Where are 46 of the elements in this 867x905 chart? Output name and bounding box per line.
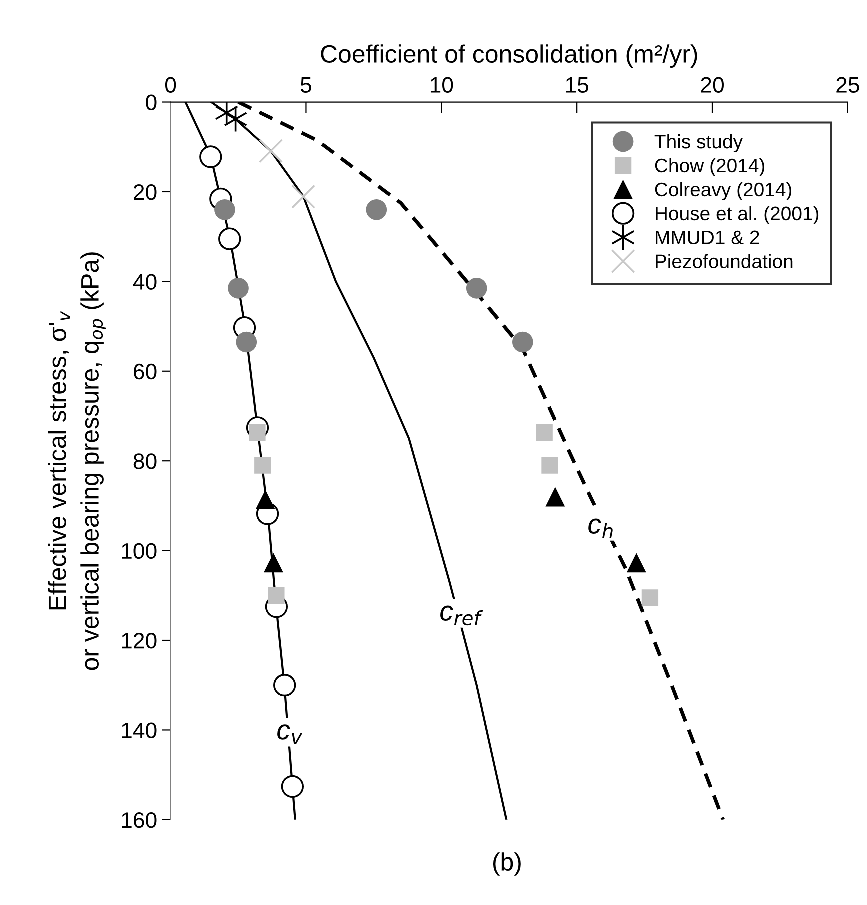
point bbox=[214, 200, 236, 220]
y-tick-label: 80 bbox=[134, 454, 157, 470]
x-tick-label: 15 bbox=[566, 78, 589, 94]
y-tick-label: 40 bbox=[133, 274, 157, 290]
point bbox=[626, 553, 646, 573]
point bbox=[200, 146, 222, 168]
legend-label: Chow (2014) bbox=[655, 158, 765, 176]
x-tick-label: 10 bbox=[430, 77, 454, 94]
annotation: c$_{h}$ bbox=[588, 518, 613, 538]
legend-label: MMUD1 & 2 bbox=[656, 230, 760, 245]
legend-label: Colreavy (2014) bbox=[655, 182, 792, 200]
x-tick-label: 5 bbox=[300, 78, 312, 94]
point bbox=[281, 775, 304, 798]
x-tick-label: 20 bbox=[701, 77, 724, 94]
x-tick-label: 25 bbox=[836, 77, 860, 94]
text: Effective vertical stress, σ'$_{v}$ or vertical bearing pressure, q$_{op}$ (kPa) bbox=[48, 252, 106, 670]
y-tick-label: 60 bbox=[134, 364, 157, 380]
y-tick-label: 100 bbox=[122, 543, 157, 560]
point bbox=[466, 278, 488, 299]
point bbox=[218, 228, 242, 250]
legend-label: House et al. (2001) bbox=[656, 206, 819, 224]
y-tick-label: 140 bbox=[122, 722, 157, 738]
point bbox=[366, 200, 388, 220]
y-tick-label: 160 bbox=[122, 812, 157, 828]
point bbox=[254, 457, 272, 474]
x-tick-label: 0 bbox=[165, 77, 176, 94]
legend-label: This study bbox=[654, 134, 743, 153]
x-axis-title: Coefficient of consolidation (m²/yr) bbox=[321, 44, 698, 68]
legend-label: Piezofoundation bbox=[656, 254, 793, 268]
y-tick-label: 20 bbox=[134, 184, 157, 200]
point bbox=[264, 553, 284, 573]
annotation: c$_{v}$ bbox=[278, 724, 303, 744]
point bbox=[536, 424, 553, 442]
point bbox=[274, 674, 296, 697]
point bbox=[512, 332, 534, 353]
y-tick-label: 120 bbox=[122, 633, 157, 649]
y-tick-label: 0 bbox=[146, 94, 157, 111]
point bbox=[642, 590, 659, 606]
annotation: c$_{ref}$ bbox=[440, 606, 484, 626]
text: (b) bbox=[493, 852, 521, 876]
point bbox=[542, 457, 558, 474]
point bbox=[256, 490, 276, 510]
point bbox=[268, 587, 285, 604]
point bbox=[228, 278, 249, 299]
point bbox=[236, 332, 258, 353]
point bbox=[546, 487, 566, 507]
